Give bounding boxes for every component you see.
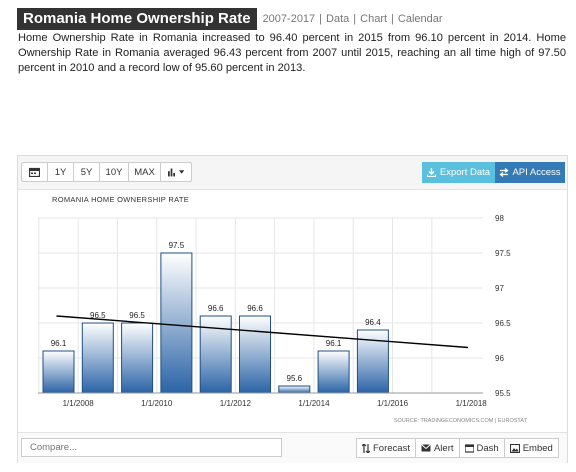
separator: |: [319, 13, 323, 25]
embed-icon: [509, 443, 520, 453]
bar-value-label: 96.4: [365, 318, 381, 327]
alert-button[interactable]: Alert: [414, 438, 460, 458]
chart-source: SOURCE: TRADINGECONOMICS.COM | EUROSTAT: [394, 418, 528, 424]
y-tick-label: 96: [495, 354, 504, 363]
description: Home Ownership Rate in Romania increased…: [18, 32, 566, 74]
exchange-icon: [499, 168, 510, 177]
page-header: Romania Home Ownership Rate 2007-2017 | …: [17, 8, 443, 30]
chart-type-button[interactable]: [160, 162, 192, 182]
export-data-button[interactable]: Export Data: [422, 162, 495, 183]
chart-title: ROMANIA HOME OWNERSHIP RATE: [52, 195, 189, 204]
range-buttons: 1Y 5Y 10Y MAX: [21, 162, 192, 182]
alert-icon: [421, 444, 431, 452]
calendar-button[interactable]: [21, 162, 48, 182]
api-access-button[interactable]: API Access: [495, 162, 565, 183]
x-tick-label: 1/1/2012: [220, 399, 252, 408]
forecast-button[interactable]: Forecast: [356, 438, 416, 458]
caret-down-icon: [178, 170, 184, 174]
compare-input[interactable]: [21, 438, 282, 457]
x-tick-label: 1/1/2010: [141, 399, 173, 408]
range-1y-button[interactable]: 1Y: [47, 162, 74, 182]
bar-2010[interactable]: [160, 252, 193, 394]
bar-2009[interactable]: [121, 322, 154, 394]
bar-value-label: 96.6: [247, 304, 263, 313]
dashboard-icon: [464, 443, 474, 453]
forecast-label: Forecast: [373, 442, 410, 454]
year-range: 2007-2017: [262, 13, 316, 25]
api-access-label: API Access: [512, 167, 561, 178]
bar-chart-icon: [168, 168, 175, 176]
bar-chart: ROMANIA HOME OWNERSHIP RATE 96.1 96.5 96.5…: [38, 195, 528, 424]
alert-label: Alert: [433, 442, 454, 454]
range-5y-button[interactable]: 5Y: [73, 162, 100, 182]
x-tick-label: 1/1/2008: [63, 399, 95, 408]
data-link[interactable]: Data: [326, 13, 350, 25]
chart-link[interactable]: Chart: [360, 13, 388, 25]
export-data-label: Export Data: [439, 167, 491, 178]
trend-line: [56, 315, 469, 349]
bar-value-label: 97.5: [169, 241, 185, 250]
y-tick-label: 96.5: [495, 319, 511, 328]
chart-toolbar: 1Y 5Y 10Y MAX Export Data: [18, 156, 567, 190]
dash-label: Dash: [476, 442, 499, 454]
y-tick-label: 97.5: [495, 249, 511, 258]
separator: |: [353, 13, 357, 25]
embed-button[interactable]: Embed: [503, 438, 559, 458]
bar-value-label: 96.6: [208, 304, 224, 313]
footer-buttons: Forecast Alert Dash: [356, 438, 559, 458]
bar-2008[interactable]: [81, 322, 114, 394]
bar-value-label: 96.1: [326, 339, 342, 348]
bar-value-label: 96.1: [51, 339, 67, 348]
sort-icon: [362, 443, 370, 453]
bar-value-label: 95.6: [287, 374, 303, 383]
dash-button[interactable]: Dash: [458, 438, 505, 458]
y-tick-label: 95.5: [495, 389, 511, 398]
calendar-icon: [29, 167, 40, 177]
bar-2014[interactable]: [317, 350, 350, 394]
calendar-link[interactable]: Calendar: [397, 13, 443, 25]
y-tick-label: 98: [495, 214, 504, 223]
header-links: 2007-2017 | Data | Chart | Calendar: [263, 13, 443, 25]
y-tick-label: 97: [495, 284, 504, 293]
download-icon: [426, 168, 436, 177]
bar-value-label: 96.5: [90, 311, 106, 320]
bar-2012[interactable]: [239, 315, 271, 394]
page-title: Romania Home Ownership Rate: [17, 8, 257, 30]
x-tick-label: 1/1/2018: [456, 399, 488, 408]
embed-label: Embed: [522, 442, 553, 454]
chart-footer: Forecast Alert Dash: [18, 432, 567, 463]
bar-2007[interactable]: [42, 350, 75, 394]
bar-2013[interactable]: [278, 385, 311, 394]
range-10y-button[interactable]: 10Y: [99, 162, 129, 182]
separator: |: [391, 13, 394, 25]
bar-value-label: 96.5: [129, 311, 145, 320]
range-max-button[interactable]: MAX: [128, 162, 161, 182]
chart-panel: 1Y 5Y 10Y MAX Export Data: [17, 155, 568, 463]
x-tick-label: 1/1/2016: [377, 399, 409, 408]
x-tick-label: 1/1/2014: [298, 399, 330, 408]
